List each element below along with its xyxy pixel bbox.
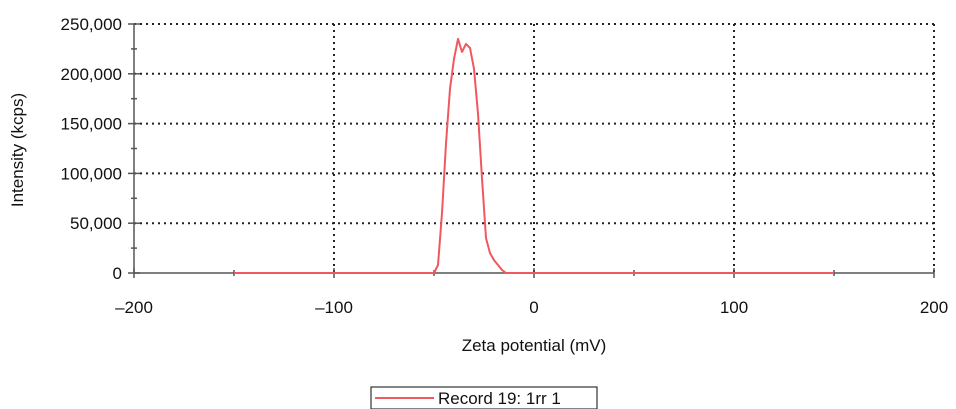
y-tick-label: 50,000	[70, 214, 122, 233]
y-axis-title: Intensity (kcps)	[8, 93, 27, 207]
series-layer	[234, 37, 834, 274]
x-tick-label: –200	[115, 298, 153, 317]
y-tick-label: 150,000	[61, 115, 122, 134]
legend-label: Record 19: 1rr 1	[438, 389, 561, 408]
axes	[128, 23, 935, 278]
y-tick-label: 0	[113, 264, 122, 283]
y-tick-label: 200,000	[61, 65, 122, 84]
legend: Record 19: 1rr 1	[370, 386, 598, 409]
x-axis-title: Zeta potential (mV)	[462, 336, 607, 355]
x-tick-labels: –200 –100 0 100 200	[115, 298, 948, 317]
legend-box	[370, 386, 598, 409]
x-tick-label: 200	[920, 298, 948, 317]
y-tick-label: 100,000	[61, 164, 122, 183]
x-tick-label: 0	[529, 298, 538, 317]
x-tick-label: –100	[315, 298, 353, 317]
y-tick-label: 250,000	[61, 15, 122, 34]
x-tick-label: 100	[720, 298, 748, 317]
grid-lines	[134, 23, 935, 273]
y-tick-labels: 0 50,000 100,000 150,000 200,000 250,000	[61, 15, 122, 283]
series-line	[234, 37, 834, 274]
